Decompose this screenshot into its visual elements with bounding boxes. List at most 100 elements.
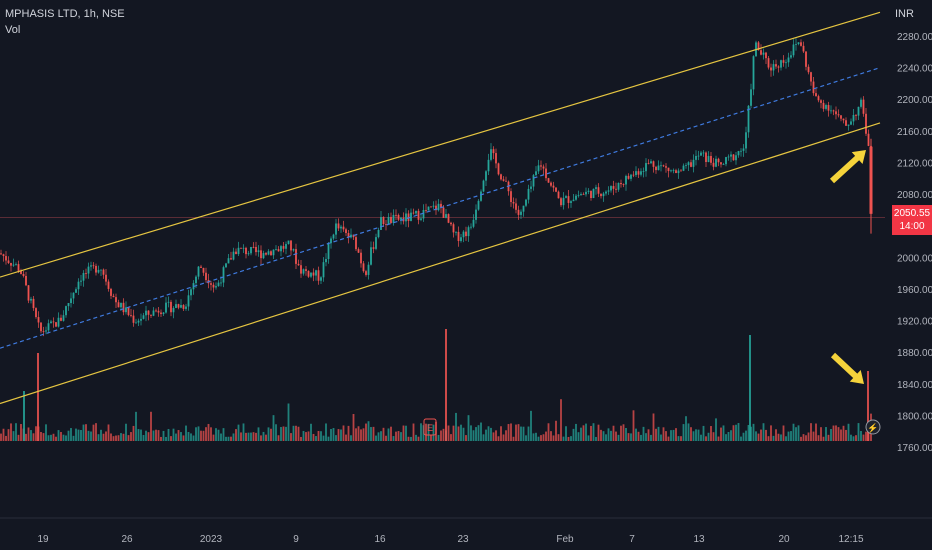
candle-body [65, 306, 67, 316]
volume-bar [590, 425, 592, 441]
candle-body [565, 196, 567, 198]
x-tick-label: 2023 [200, 534, 223, 545]
volume-bar [600, 429, 602, 441]
channel-mid-line [0, 67, 881, 349]
candle-body [55, 322, 57, 327]
candle-body [802, 45, 805, 52]
volume-bar [432, 424, 435, 441]
volume-bar [467, 415, 470, 441]
candle-body [195, 276, 197, 284]
y-tick-label: 2280.00 [897, 32, 932, 43]
volume-bar [127, 435, 130, 441]
candle-body [817, 96, 820, 101]
price-axis: 2280.00 2240.00 2200.00 2160.00 2120.00 2080.… [897, 32, 932, 454]
volume-bar [810, 423, 812, 441]
volume-bar [707, 432, 710, 441]
candle-body [460, 237, 462, 242]
volume-bar [367, 421, 370, 441]
candle-body [70, 298, 72, 304]
candle-body [857, 106, 860, 116]
volume-bar [835, 425, 837, 441]
volume-bar [680, 436, 682, 441]
candle-body [537, 165, 540, 172]
volume-bar [727, 431, 730, 441]
volume-bar [515, 424, 517, 441]
volume-bar [7, 429, 10, 441]
candle-body [170, 301, 172, 313]
candle-body [320, 277, 322, 281]
volume-bar [787, 431, 790, 441]
candle-body [365, 271, 367, 275]
candle-body [395, 214, 397, 216]
candle-body [172, 307, 175, 313]
candle-body [490, 149, 492, 160]
volume-bar [2, 428, 5, 441]
volume-bar [337, 429, 340, 441]
volume-bar [105, 431, 107, 441]
arrow-lower-right [830, 352, 864, 384]
volume-bar [862, 434, 865, 441]
volume-bar [30, 430, 32, 441]
volume-bar [5, 435, 7, 441]
volume-bar [427, 423, 430, 441]
candle-body [797, 42, 800, 45]
volume-bar [167, 429, 170, 441]
candle-body [557, 191, 560, 199]
candle-body [215, 286, 217, 288]
annotations: E ⚡ [423, 150, 881, 436]
candle-body [180, 305, 182, 308]
volume-bar [817, 435, 820, 441]
candle-body [45, 330, 47, 332]
candle-body [352, 234, 355, 238]
symbol-title[interactable]: MPHASIS LTD, 1h, NSE [5, 8, 125, 20]
volume-bar [420, 423, 422, 441]
volume-bar [487, 426, 490, 441]
candle-body [252, 246, 255, 248]
candle-body [607, 190, 610, 192]
volume-bar [755, 431, 757, 441]
volume-spike [445, 329, 447, 441]
volume-bar [550, 431, 552, 441]
candle-body [335, 223, 337, 235]
volume-bar [135, 411, 137, 441]
candle-body [772, 64, 775, 71]
volume-bar [245, 432, 247, 441]
channel-lower-line [0, 122, 881, 405]
candle-body [575, 195, 577, 200]
volume-bar [822, 436, 825, 441]
candle-body [5, 256, 7, 261]
candle-body [715, 158, 717, 167]
candle-body [492, 149, 495, 154]
candle-body [127, 307, 130, 316]
volume-bar [422, 425, 425, 441]
x-tick-label: 12:15 [838, 534, 863, 545]
volume-bar [382, 427, 385, 441]
candle-body [385, 224, 387, 225]
candle-body [30, 298, 32, 301]
volume-bar [677, 436, 680, 441]
volume-bar [805, 435, 807, 441]
candle-body [667, 167, 670, 172]
candle-body [422, 210, 425, 219]
volume-bar [180, 432, 182, 441]
candle-body [285, 244, 287, 249]
volume-bar [852, 436, 855, 441]
volume-bar [485, 429, 487, 441]
volume-bar [257, 427, 260, 441]
volume-bar [350, 435, 352, 441]
volume-bar [352, 414, 355, 441]
volume-bar [387, 428, 390, 441]
candle-body [242, 247, 245, 249]
candle-body [712, 162, 715, 167]
candle-body [185, 306, 187, 309]
candle-body [272, 249, 275, 256]
candle-body [360, 252, 362, 264]
candle-body [290, 240, 292, 251]
y-tick-label: 2000.00 [897, 253, 932, 264]
candle-body [122, 302, 125, 313]
candle-body [162, 312, 165, 315]
volume-bar [642, 426, 645, 441]
volume-bar [150, 411, 152, 441]
candle-body [775, 64, 777, 67]
